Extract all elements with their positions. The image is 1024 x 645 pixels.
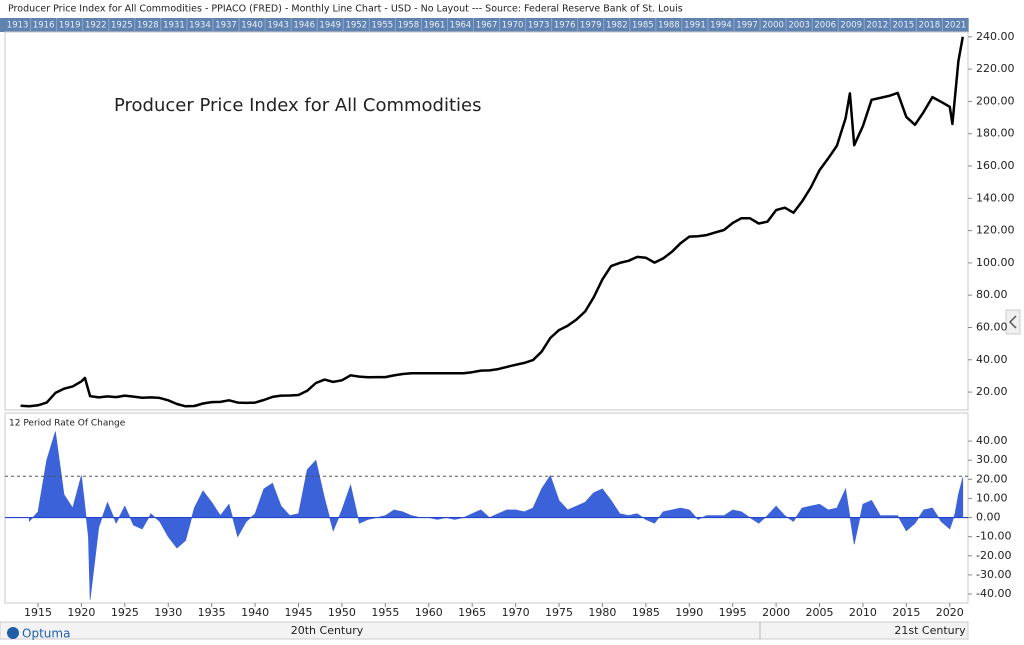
y-tick-label: 100.00 <box>976 256 1015 269</box>
timeline-year: 1952 <box>345 21 367 31</box>
timeline-year: 2000 <box>762 21 784 31</box>
y-tick-label: 240.00 <box>976 30 1015 43</box>
x-tick-label: 1935 <box>198 606 226 619</box>
x-tick-label: 1955 <box>371 606 399 619</box>
timeline-year: 1931 <box>163 21 185 31</box>
window-title: Producer Price Index for All Commodities… <box>8 4 683 15</box>
timeline-year: 1925 <box>111 21 133 31</box>
y-tick-label: 80.00 <box>976 288 1008 301</box>
y-tick-label: -40.00 <box>976 587 1011 600</box>
price-panel <box>4 31 969 411</box>
x-tick-label: 1975 <box>545 606 573 619</box>
x-tick-label: 2010 <box>849 606 877 619</box>
timeline-year: 2009 <box>840 21 862 31</box>
chart-annotation: Producer Price Index for All Commodities <box>114 95 482 116</box>
y-tick-label: 180.00 <box>976 127 1015 140</box>
timeline-year: 1976 <box>554 21 576 31</box>
timeline-year: 1946 <box>293 21 315 31</box>
x-tick-label: 1950 <box>328 606 356 619</box>
timeline-year: 1973 <box>528 21 550 31</box>
timeline-year: 1985 <box>632 21 654 31</box>
timeline-year: 1967 <box>476 21 498 31</box>
x-tick-label: 1965 <box>458 606 486 619</box>
timeline-year: 1961 <box>424 21 446 31</box>
timeline-year: 1949 <box>319 21 341 31</box>
y-tick-label: 20.00 <box>976 472 1008 485</box>
timeline-year: 1970 <box>502 21 524 31</box>
y-tick-label: 40.00 <box>976 353 1008 366</box>
x-tick-label: 1970 <box>502 606 530 619</box>
timeline-year: 1979 <box>580 21 602 31</box>
x-tick-label: 1925 <box>111 606 139 619</box>
x-tick-label: 1980 <box>588 606 616 619</box>
price-line <box>20 36 965 408</box>
y-tick-label: -10.00 <box>976 530 1011 543</box>
timeline-year: 2006 <box>814 21 836 31</box>
timeline-year: 1982 <box>606 21 628 31</box>
x-tick-label: 2005 <box>806 606 834 619</box>
timeline-year: 1922 <box>85 21 107 31</box>
brand-logo <box>7 627 19 639</box>
timeline-bar <box>0 18 968 32</box>
timeline-year: 1994 <box>710 21 732 31</box>
y-tick-label: 220.00 <box>976 62 1015 75</box>
x-tick-label: 1915 <box>24 606 52 619</box>
y-tick-label: 20.00 <box>976 385 1008 398</box>
timeline-year: 1934 <box>189 21 211 31</box>
timeline-year: 2015 <box>893 21 915 31</box>
y-tick-label: 0.00 <box>976 511 1001 524</box>
era-bar <box>0 621 969 640</box>
y-tick-label: 140.00 <box>976 191 1015 204</box>
timeline-year: 1913 <box>7 21 29 31</box>
roc-area <box>29 431 964 600</box>
y-tick-label: -30.00 <box>976 568 1011 581</box>
timeline-year: 1937 <box>215 21 237 31</box>
x-tick-label: 1960 <box>415 606 443 619</box>
y-tick-label: 200.00 <box>976 94 1015 107</box>
timeline-year: 1940 <box>241 21 263 31</box>
timeline-year: 1958 <box>398 21 420 31</box>
era-label: 20th Century <box>291 624 364 637</box>
timeline-year: 1943 <box>267 21 289 31</box>
timeline-year: 1955 <box>372 21 394 31</box>
collapse-icon <box>1008 315 1017 329</box>
y-tick-label: -20.00 <box>976 549 1011 562</box>
y-tick-label: 40.00 <box>976 434 1008 447</box>
brand-name: Optuma <box>22 627 70 641</box>
timeline-year: 2012 <box>866 21 888 31</box>
y-tick-label: 10.00 <box>976 491 1008 504</box>
x-tick-label: 2015 <box>892 606 920 619</box>
timeline-year: 1964 <box>450 21 472 31</box>
collapse-button[interactable] <box>1005 309 1021 335</box>
x-tick-label: 1930 <box>154 606 182 619</box>
timeline-year: 1997 <box>736 21 758 31</box>
x-tick-label: 1995 <box>719 606 747 619</box>
y-tick-label: 160.00 <box>976 159 1015 172</box>
x-tick-label: 1940 <box>241 606 269 619</box>
x-tick-label: 2000 <box>762 606 790 619</box>
timeline-year: 2003 <box>788 21 810 31</box>
x-tick-label: 1920 <box>67 606 95 619</box>
y-tick-label: 60.00 <box>976 320 1008 333</box>
y-tick-label: 30.00 <box>976 453 1008 466</box>
timeline-year: 2021 <box>945 21 967 31</box>
timeline-year: 1928 <box>137 21 159 31</box>
roc-panel <box>4 412 969 604</box>
panel-title: 12 Period Rate Of Change <box>9 419 126 429</box>
x-tick-label: 2020 <box>936 606 964 619</box>
timeline-year: 2018 <box>919 21 941 31</box>
y-tick-label: 120.00 <box>976 224 1015 237</box>
era-label: 21st Century <box>894 624 966 637</box>
timeline-year: 1919 <box>59 21 81 31</box>
timeline-year: 1988 <box>658 21 680 31</box>
x-tick-label: 1985 <box>632 606 660 619</box>
x-tick-label: 1990 <box>675 606 703 619</box>
timeline-year: 1916 <box>33 21 55 31</box>
x-tick-label: 1945 <box>285 606 313 619</box>
timeline-year: 1991 <box>684 21 706 31</box>
